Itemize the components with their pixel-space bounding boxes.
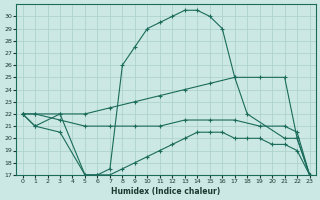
- X-axis label: Humidex (Indice chaleur): Humidex (Indice chaleur): [111, 187, 221, 196]
